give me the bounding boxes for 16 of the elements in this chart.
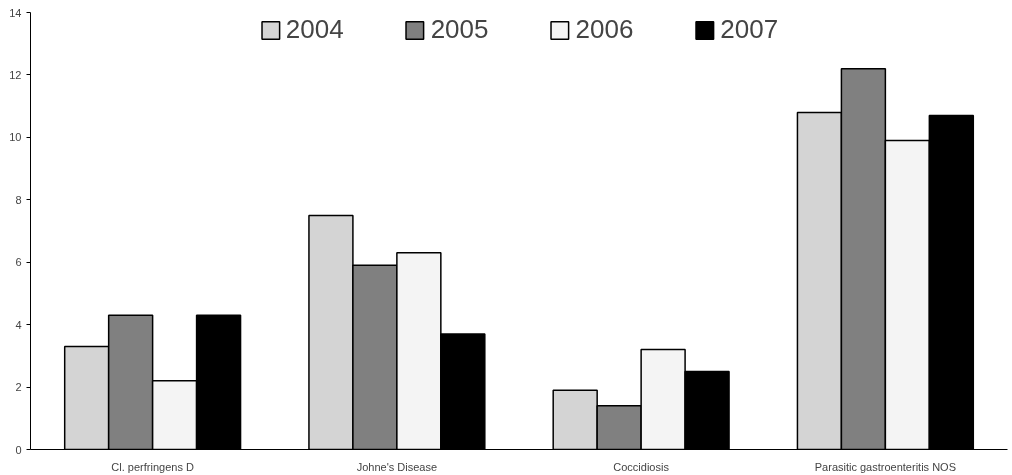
y-tick-label: 4 xyxy=(15,318,22,331)
legend-label: 2006 xyxy=(575,14,634,45)
y-tick-label: 0 xyxy=(15,443,22,456)
y-tick-label: 6 xyxy=(15,256,22,269)
y-tick-label: 12 xyxy=(9,68,22,81)
legend-label: 2005 xyxy=(430,14,489,45)
x-tick-label: Cl. perfringens D xyxy=(111,460,194,473)
y-tick-label: 10 xyxy=(9,131,22,144)
y-tick-label: 8 xyxy=(15,193,22,206)
legend-label: 2004 xyxy=(285,14,344,45)
legend-label: 2007 xyxy=(720,14,779,45)
y-tick-label: 14 xyxy=(9,6,22,19)
y-tick-label: 2 xyxy=(15,381,22,394)
x-tick-label: Parasitic gastroenteritis NOS xyxy=(814,460,956,473)
x-tick-label: Coccidiosis xyxy=(613,460,670,473)
x-tick-label: Johne's Disease xyxy=(356,460,438,473)
